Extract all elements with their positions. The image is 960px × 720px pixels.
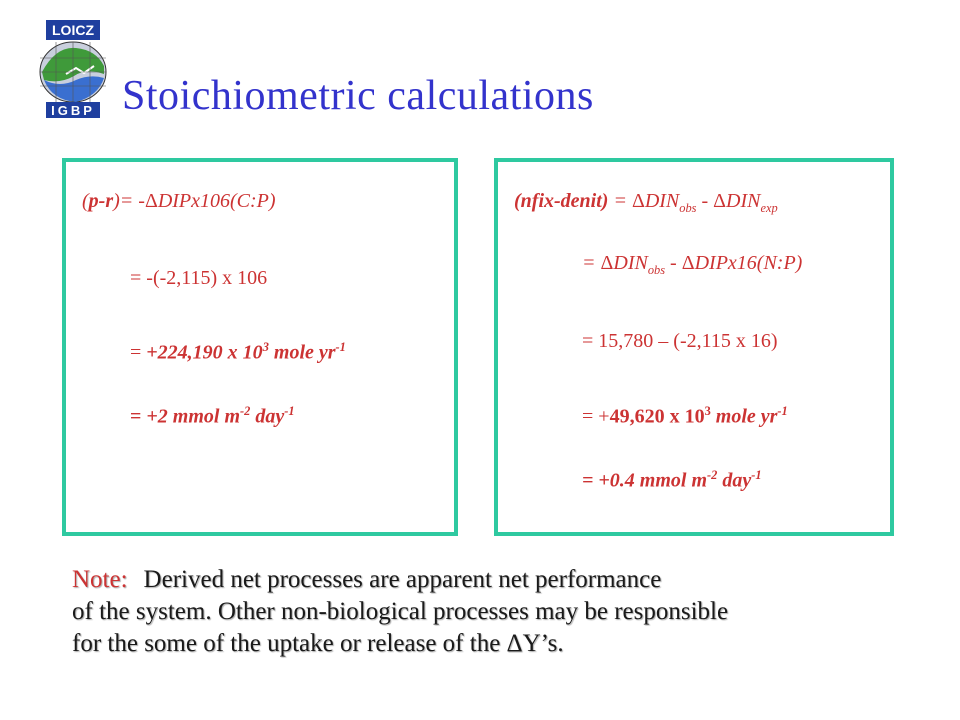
unit-exponent: -1	[335, 340, 346, 354]
subscript-exp: exp	[760, 201, 778, 215]
unit: day	[250, 405, 285, 428]
nfix-denit-term: (nfix-denit)	[514, 190, 609, 212]
eq-sign: =	[582, 252, 601, 274]
logo-bottom-text: IGBP	[51, 103, 95, 118]
din-term: DIN	[613, 252, 648, 274]
exponent: -2	[707, 468, 718, 482]
minus-sign: -	[665, 252, 682, 274]
unit: mole yr	[710, 405, 778, 428]
slide-title: Stoichiometric calculations	[122, 73, 594, 119]
note-label: Note:	[72, 566, 128, 593]
left-calculation-box	[62, 158, 458, 536]
delta-symbol: Δ	[506, 630, 523, 657]
left-line-1: (p-r)= -ΔDIPx106(C:P)	[82, 190, 276, 213]
right-line-5: = +0.4 mmol m-2 day-1	[582, 468, 762, 493]
delta-symbol: Δ	[600, 252, 614, 274]
left-line-3: = +224,190 x 103 mole yr-1	[130, 340, 346, 365]
equals-minus: )= -	[113, 190, 145, 212]
eq-sign: =	[582, 469, 599, 492]
unit-exponent: -1	[777, 404, 788, 418]
exponent: -2	[240, 404, 251, 418]
loicz-igbp-logo: LOICZ IGBP	[36, 18, 112, 120]
right-line-1: (nfix-denit) = ΔDINobs - ΔDINexp	[514, 190, 778, 216]
unit: mole yr	[268, 341, 336, 364]
note-line-1: Note: Derived net processes are apparent …	[72, 564, 932, 596]
dip-term: DIPx16(N:P)	[694, 252, 803, 274]
note-line-3: for the some of the uptake or release of…	[72, 628, 932, 660]
note-text-3-end: Y’s.	[522, 630, 564, 657]
eq-sign: =	[608, 190, 632, 212]
minus-sign: -	[696, 190, 714, 212]
delta-symbol: Δ	[713, 190, 727, 212]
exponent: 3	[704, 404, 711, 418]
value: 49,620 x 10	[609, 405, 705, 428]
delta-symbol: Δ	[144, 190, 158, 212]
note-text-1: Derived net processes are apparent net p…	[143, 566, 662, 593]
din-term: DIN	[726, 190, 761, 212]
right-calculation-box	[494, 158, 894, 536]
exponent: 3	[262, 340, 269, 354]
value: +224,190 x 10	[146, 341, 263, 364]
paren-open: (	[82, 190, 89, 212]
left-line-2: = -(-2,115) x 106	[130, 267, 268, 289]
p-r-term: p-r	[88, 190, 114, 212]
note-paragraph: Note: Derived net processes are apparent …	[72, 564, 932, 660]
right-line-3: = 15,780 – (-2,115 x 16)	[582, 330, 778, 352]
subscript-obs: obs	[679, 201, 697, 215]
eq-sign: =	[130, 405, 147, 428]
right-line-4: = +49,620 x 103 mole yr-1	[582, 404, 788, 429]
dip-term: DIPx106(C:P)	[157, 190, 276, 212]
din-term: DIN	[644, 190, 680, 212]
left-line-4: = +2 mmol m-2 day-1	[130, 404, 295, 429]
value: +2 mmol m	[146, 405, 241, 428]
right-line-2: = ΔDINobs - ΔDIPx16(N:P)	[582, 252, 802, 278]
note-text-3: for the some of the uptake or release of…	[72, 630, 507, 657]
unit-exponent: -1	[284, 404, 295, 418]
delta-symbol: Δ	[631, 190, 645, 212]
eq-sign: = +	[582, 405, 610, 428]
subscript-obs: obs	[647, 263, 666, 277]
unit: day	[717, 469, 752, 492]
logo-top-text: LOICZ	[52, 22, 94, 38]
unit-exponent: -1	[751, 468, 762, 482]
eq-sign: =	[130, 341, 147, 364]
note-line-2: of the system. Other non-biological proc…	[72, 598, 729, 625]
delta-symbol: Δ	[681, 252, 695, 274]
value: +0.4 mmol m	[598, 469, 708, 492]
